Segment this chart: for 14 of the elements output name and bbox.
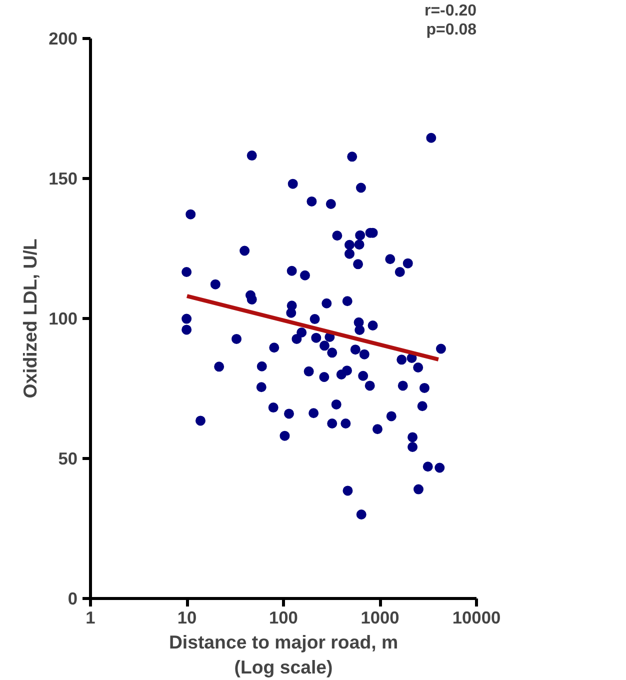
x-tick-label: 10000 (452, 608, 501, 628)
x-tick-label: 1 (86, 608, 96, 628)
y-tick-label: 0 (68, 588, 78, 608)
x-tick-label: 100 (269, 608, 298, 628)
y-tick-label: 200 (48, 28, 78, 48)
y-tick-label: 50 (58, 448, 78, 468)
x-axis-title: Distance to major road, m (Log scale) (168, 632, 398, 678)
y-tick-label: 100 (48, 308, 78, 328)
x-tick-label: 10 (177, 608, 197, 628)
y-axis-title: Oxidized LDL, U/L (20, 238, 41, 398)
x-tick-label: 1000 (360, 608, 400, 628)
text: r=-0.20 (424, 2, 477, 20)
y-tick-label: 150 (48, 168, 78, 188)
annotation: p=0.08 (426, 22, 477, 38)
